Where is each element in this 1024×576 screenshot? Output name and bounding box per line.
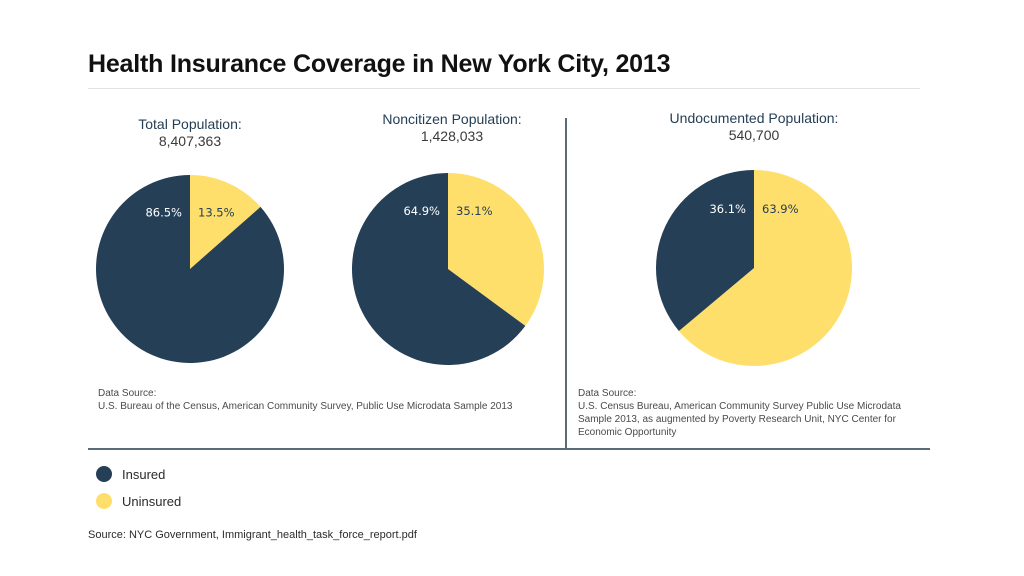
pie-slice-insured bbox=[656, 170, 754, 331]
pie-label-uninsured: 13.5% bbox=[198, 205, 235, 219]
pie-chart-undocumented: 63.9% 36.1% bbox=[656, 170, 852, 366]
legend-divider bbox=[88, 448, 930, 450]
data-source-right: Data Source: U.S. Census Bureau, America… bbox=[578, 387, 928, 439]
title-divider bbox=[88, 88, 920, 89]
uninsured-swatch-icon bbox=[96, 493, 112, 509]
data-source-heading: Data Source: bbox=[98, 388, 157, 399]
pie-slice-uninsured bbox=[448, 173, 544, 326]
pie-label-insured: 64.9% bbox=[403, 204, 440, 218]
legend-item-uninsured: Uninsured bbox=[96, 491, 181, 511]
chart-title-text: Total Population: bbox=[138, 116, 242, 132]
pie-slice-uninsured bbox=[678, 170, 852, 366]
pie-chart-total: 13.5% 86.5% bbox=[95, 175, 284, 363]
pie-slice-uninsured bbox=[190, 175, 261, 269]
legend-item-insured: Insured bbox=[96, 464, 181, 484]
insured-swatch-icon bbox=[96, 466, 112, 482]
data-source-left: Data Source: U.S. Bureau of the Census, … bbox=[98, 387, 558, 413]
pie-label-uninsured: 63.9% bbox=[762, 202, 799, 216]
data-source-line: U.S. Bureau of the Census, American Comm… bbox=[98, 401, 513, 412]
legend-label: Insured bbox=[122, 466, 166, 482]
chart-separator bbox=[565, 118, 567, 450]
data-source-heading: Data Source: bbox=[578, 388, 637, 399]
pie-label-insured: 36.1% bbox=[709, 202, 746, 216]
pie-slice-insured bbox=[95, 175, 284, 363]
chart-title-text: Undocumented Population: bbox=[669, 110, 839, 126]
pie-chart-noncitizen: 35.1% 64.9% bbox=[352, 173, 544, 365]
data-source-line: Sample 2013, as augmented by Poverty Res… bbox=[578, 414, 896, 425]
page-title: Health Insurance Coverage in New York Ci… bbox=[88, 50, 671, 78]
chart-subtitle-text: 8,407,363 bbox=[158, 133, 222, 149]
chart-title-undocumented: Undocumented Population: 540,700 bbox=[654, 110, 854, 144]
chart-subtitle-text: 540,700 bbox=[728, 127, 780, 143]
legend-label: Uninsured bbox=[122, 493, 182, 509]
pie-label-uninsured: 35.1% bbox=[456, 204, 493, 218]
data-source-line: Economic Opportunity bbox=[578, 427, 677, 438]
legend: Insured Uninsured bbox=[96, 464, 181, 518]
data-source-line: U.S. Census Bureau, American Community S… bbox=[578, 401, 901, 412]
chart-subtitle-text: 1,428,033 bbox=[420, 128, 484, 144]
pie-label-insured: 86.5% bbox=[145, 205, 182, 219]
pie-slice-insured bbox=[352, 173, 526, 365]
chart-title-total: Total Population: 8,407,363 bbox=[110, 116, 270, 150]
chart-title-noncitizen: Noncitizen Population: 1,428,033 bbox=[366, 111, 538, 145]
chart-title-text: Noncitizen Population: bbox=[382, 111, 522, 127]
source-note: Source: NYC Government, Immigrant_health… bbox=[88, 529, 417, 541]
